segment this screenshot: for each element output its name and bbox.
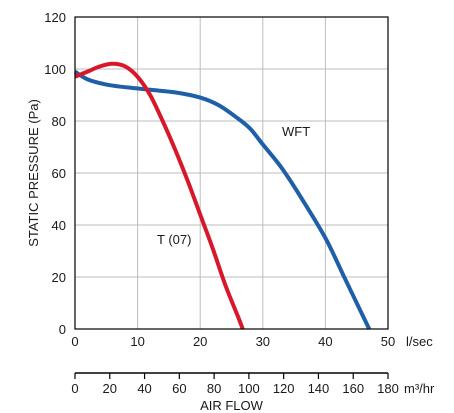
x-tick-40: 40 [318, 334, 332, 349]
x2-tick-180: 180 [377, 381, 399, 396]
y-tick-100: 100 [44, 62, 66, 77]
series-layer [73, 61, 372, 330]
x2-tick-20: 20 [103, 381, 117, 396]
series-line-0 [73, 69, 372, 330]
y-tick-0: 0 [59, 322, 66, 337]
x2-tick-40: 40 [137, 381, 151, 396]
y-axis-title: STATIC PRESSURE (Pa) [26, 99, 41, 247]
x-tick-20: 20 [193, 334, 207, 349]
x2-tick-140: 140 [308, 381, 330, 396]
x2-tick-100: 100 [238, 381, 260, 396]
x2-unit-label: m³/hr [404, 381, 435, 396]
series-line-1 [74, 61, 245, 330]
x2-tick-120: 120 [273, 381, 295, 396]
y-tick-60: 60 [52, 166, 66, 181]
x-tick-50: 50 [381, 334, 395, 349]
y-tick-120: 120 [44, 10, 66, 25]
x-tick-0: 0 [71, 334, 78, 349]
x-tick-30: 30 [256, 334, 270, 349]
x-tick-10: 10 [130, 334, 144, 349]
x-unit-label: l/sec [406, 334, 433, 349]
x2-tick-160: 160 [342, 381, 364, 396]
series-label-wft: WFT [282, 124, 310, 139]
x2-tick-0: 0 [71, 381, 78, 396]
y-tick-labels: 0 20 40 60 80 100 120 [44, 10, 66, 337]
series-label-t07: T (07) [157, 232, 191, 247]
x-tick-labels: 0 10 20 30 40 50 [71, 334, 395, 349]
y-tick-20: 20 [52, 270, 66, 285]
y-tick-40: 40 [52, 218, 66, 233]
secondary-x-axis: 0 20 40 60 80 100 120 140 160 180 [71, 372, 399, 396]
y-tick-80: 80 [52, 114, 66, 129]
x-axis-title: AIR FLOW [200, 398, 264, 413]
grid-lines [75, 17, 388, 329]
x2-tick-60: 60 [172, 381, 186, 396]
x2-tick-80: 80 [207, 381, 221, 396]
plot-frame [74, 16, 389, 330]
